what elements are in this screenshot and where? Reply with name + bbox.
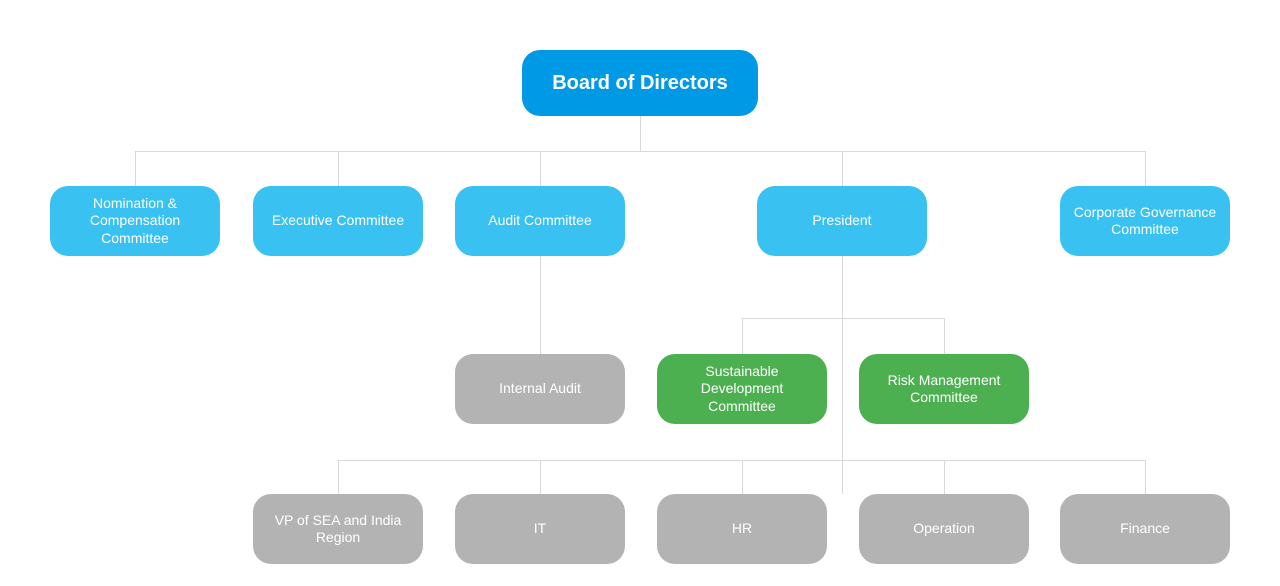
org-node-exec: Executive Committee <box>253 186 423 256</box>
org-node-label: Operation <box>913 520 974 538</box>
org-node-audit: Audit Committee <box>455 186 625 256</box>
org-node-label: Board of Directors <box>552 71 728 96</box>
connector-line <box>640 116 641 151</box>
org-node-label: Internal Audit <box>499 380 581 398</box>
org-node-vp: VP of SEA and India Region <box>253 494 423 564</box>
org-node-label: VP of SEA and India Region <box>263 512 413 547</box>
org-node-ia: Internal Audit <box>455 354 625 424</box>
org-node-root: Board of Directors <box>522 50 758 116</box>
org-node-label: Corporate Governance Committee <box>1070 204 1220 239</box>
org-node-label: Audit Committee <box>488 212 591 230</box>
org-node-ops: Operation <box>859 494 1029 564</box>
org-node-corpgov: Corporate Governance Committee <box>1060 186 1230 256</box>
org-node-fin: Finance <box>1060 494 1230 564</box>
connector-line <box>742 318 743 354</box>
connector-line <box>540 256 541 354</box>
org-node-hr: HR <box>657 494 827 564</box>
org-node-rmc: Risk Management Committee <box>859 354 1029 424</box>
org-node-label: HR <box>732 520 752 538</box>
connector-line <box>338 460 339 494</box>
connector-line <box>1145 460 1146 494</box>
connector-line <box>944 460 945 494</box>
connector-line <box>135 151 136 186</box>
connector-line <box>135 151 1145 152</box>
org-node-sdc: Sustainable Development Committee <box>657 354 827 424</box>
org-node-it: IT <box>455 494 625 564</box>
connector-line <box>944 318 945 354</box>
org-node-label: Sustainable Development Committee <box>667 363 817 416</box>
org-node-label: President <box>812 212 871 230</box>
org-node-label: Nomination & Compensation Committee <box>60 195 210 248</box>
org-node-label: Finance <box>1120 520 1170 538</box>
org-node-label: Risk Management Committee <box>869 372 1019 407</box>
connector-line <box>842 256 843 494</box>
org-node-label: Executive Committee <box>272 212 404 230</box>
connector-line <box>540 460 541 494</box>
connector-line <box>742 460 743 494</box>
connector-line <box>338 151 339 186</box>
org-node-president: President <box>757 186 927 256</box>
connector-line <box>540 151 541 186</box>
org-node-label: IT <box>534 520 546 538</box>
connector-line <box>742 318 944 319</box>
connector-line <box>842 151 843 186</box>
org-node-nomcomp: Nomination & Compensation Committee <box>50 186 220 256</box>
connector-line <box>1145 151 1146 186</box>
